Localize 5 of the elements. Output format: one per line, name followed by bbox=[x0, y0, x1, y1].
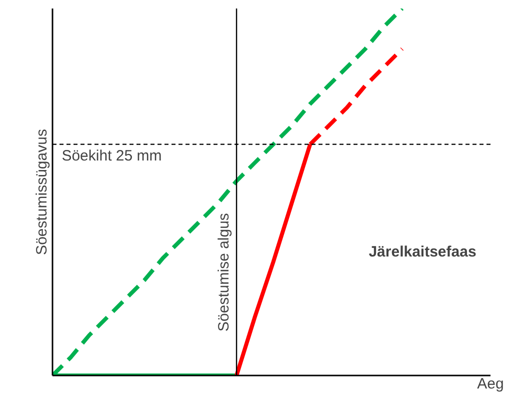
annotation: Järelkaitsefaas bbox=[368, 244, 476, 260]
y-axis-title: Söestumissügavus bbox=[34, 129, 50, 255]
annotation: Söestumise algus bbox=[216, 213, 233, 332]
x-axis-title: Aeg bbox=[477, 376, 504, 392]
ref-line-label: Söekiht 25 mm bbox=[62, 147, 162, 164]
